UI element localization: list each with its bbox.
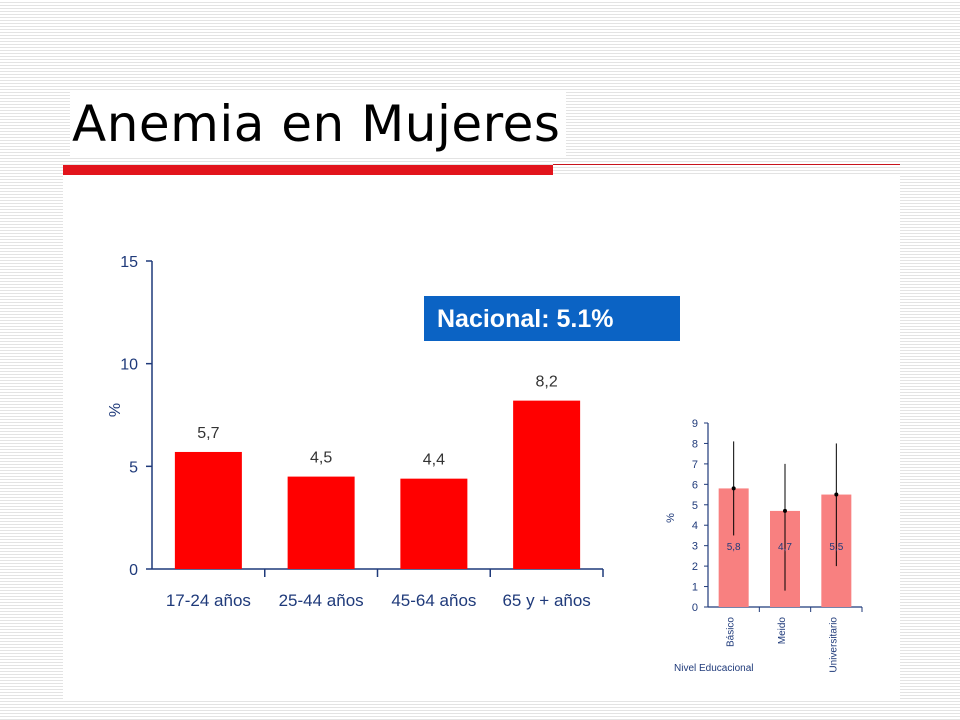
bar-2 [287, 476, 355, 569]
title-underline [553, 164, 900, 165]
inset-y-tick-label: 0 [692, 602, 698, 614]
bar-value-label: 4,5 [310, 450, 332, 467]
x-category-label: 25-44 años [279, 591, 364, 610]
bar-value-label: 8,2 [536, 374, 558, 391]
inset-y-tick-label: 9 [692, 418, 698, 430]
bar-3 [400, 478, 468, 569]
inset-y-tick-label: 5 [692, 500, 698, 512]
inset-point-marker [731, 486, 736, 491]
inset-point-marker [834, 492, 839, 497]
inset-y-tick-label: 8 [692, 438, 698, 450]
y-tick-label: 0 [129, 562, 138, 579]
bar-value-label: 5,7 [197, 425, 219, 442]
inset-bar-value-label: 4,7 [778, 542, 792, 553]
inset-x-category-label: Universitario [828, 617, 839, 673]
inset-y-tick-label: 4 [692, 520, 698, 532]
inset-x-category-label: Básico [726, 617, 737, 647]
x-category-label: 45-64 años [391, 591, 476, 610]
bar-value-label: 4,4 [423, 452, 445, 469]
inset-bar-value-label: 5,5 [829, 542, 843, 553]
bar-1 [174, 451, 242, 569]
inset-y-tick-label: 6 [692, 479, 698, 491]
y-axis-label: % [107, 403, 124, 417]
bar-4 [513, 400, 581, 569]
y-tick-label: 10 [120, 357, 138, 374]
inset-x-category-label: Meido [777, 617, 788, 645]
x-category-label: 17-24 años [166, 591, 251, 610]
y-tick-label: 5 [129, 459, 138, 476]
inset-y-tick-label: 7 [692, 459, 698, 471]
inset-x-axis-label: Nivel Educacional [674, 663, 754, 674]
inset-y-tick-label: 2 [692, 561, 698, 573]
y-tick-label: 15 [120, 254, 138, 271]
inset-y-tick-label: 3 [692, 541, 698, 553]
content-panel [63, 175, 900, 700]
slide-title: Anemia en Mujeres [70, 92, 567, 156]
x-category-label: 65 y + años [502, 591, 590, 610]
national-rate-badge: Nacional: 5.1% [424, 296, 680, 341]
inset-point-marker [783, 508, 787, 513]
inset-y-axis-label: % [665, 513, 677, 523]
inset-y-tick-label: 1 [692, 582, 698, 594]
title-accent-bar [63, 165, 553, 175]
inset-bar-value-label: 5,8 [727, 542, 741, 553]
